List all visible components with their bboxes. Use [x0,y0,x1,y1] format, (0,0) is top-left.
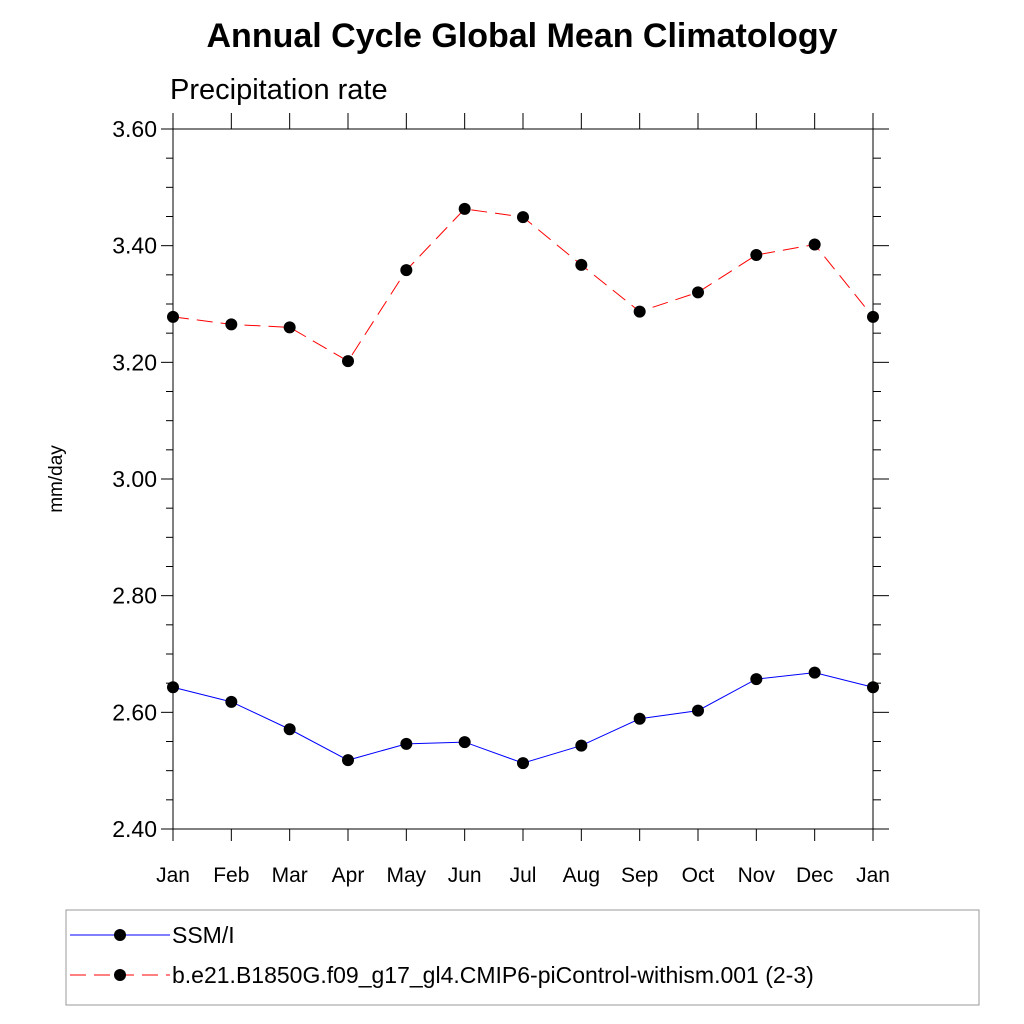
series-points [167,202,879,770]
chart-title: Annual Cycle Global Mean Climatology [207,17,838,55]
x-tick-label: Jun [448,864,482,887]
series-lines [172,208,874,764]
y-tick-label: 3.20 [112,349,157,375]
series-point-0 [633,712,646,725]
x-tick-label: Sep [621,864,658,887]
series-point-1 [633,305,646,318]
x-tick-label: Jul [510,864,537,887]
series-line-0 [172,672,874,764]
legend-marker-ssmi [114,929,126,941]
series-point-0 [692,704,704,717]
x-tick-labels: Jan Feb Mar Apr May Jun Jul Aug Sep Oct Nov Dec Jan [156,864,890,887]
y-tick-label: 2.80 [112,583,157,609]
series-point-0 [458,736,471,749]
series-point-1 [750,249,763,261]
series-point-0 [400,737,413,750]
series-point-0 [283,723,296,736]
y-axis-label: mm/day [46,445,67,513]
chart-subtitle: Precipitation rate [170,74,388,106]
series-point-1 [808,238,821,251]
y-tick-label: 3.60 [112,116,157,142]
series-point-1 [517,211,529,224]
series-point-1 [400,264,413,277]
x-tick-label: Aug [563,864,600,887]
y-tick-labels: 2.40 2.60 2.80 3.00 3.20 3.40 3.60 [112,116,157,842]
series-point-1 [283,321,296,334]
x-tick-label: Feb [213,864,249,887]
x-tick-label: Jan [856,864,890,887]
x-tick-label: Mar [272,864,308,887]
legend-label-model: b.e21.B1850G.f09_g17_gl4.CMIP6-piControl… [172,962,814,988]
x-tick-label: Jan [156,864,190,887]
x-tick-label: May [386,864,426,887]
series-line-1 [172,208,874,362]
series-point-0 [867,681,879,694]
y-tick-label: 2.40 [112,816,157,842]
series-point-0 [167,681,179,694]
legend: SSM/I b.e21.B1850G.f09_g17_gl4.CMIP6-piC… [65,909,980,1006]
series-point-0 [342,754,354,767]
series-point-1 [867,310,879,323]
x-tick-label: Dec [796,864,833,887]
y-tick-label: 3.00 [112,466,157,492]
legend-marker-model [114,969,126,981]
legend-box [65,909,980,1006]
series-point-0 [225,695,238,708]
series-point-0 [517,757,529,770]
legend-label-ssmi: SSM/I [172,922,235,948]
series-point-1 [692,286,704,299]
series-point-0 [575,739,588,752]
y-tick-label: 3.40 [112,233,157,259]
series-point-1 [167,310,179,323]
y-tick-label: 2.60 [112,699,157,725]
x-tick-label: Nov [738,864,776,887]
series-point-0 [808,666,821,679]
series-point-1 [458,202,471,215]
series-point-1 [575,258,588,271]
x-tick-label: Oct [682,864,715,887]
series-point-0 [750,673,763,686]
series-point-1 [342,355,354,368]
series-point-1 [225,318,238,331]
x-tick-label: Apr [332,864,365,887]
